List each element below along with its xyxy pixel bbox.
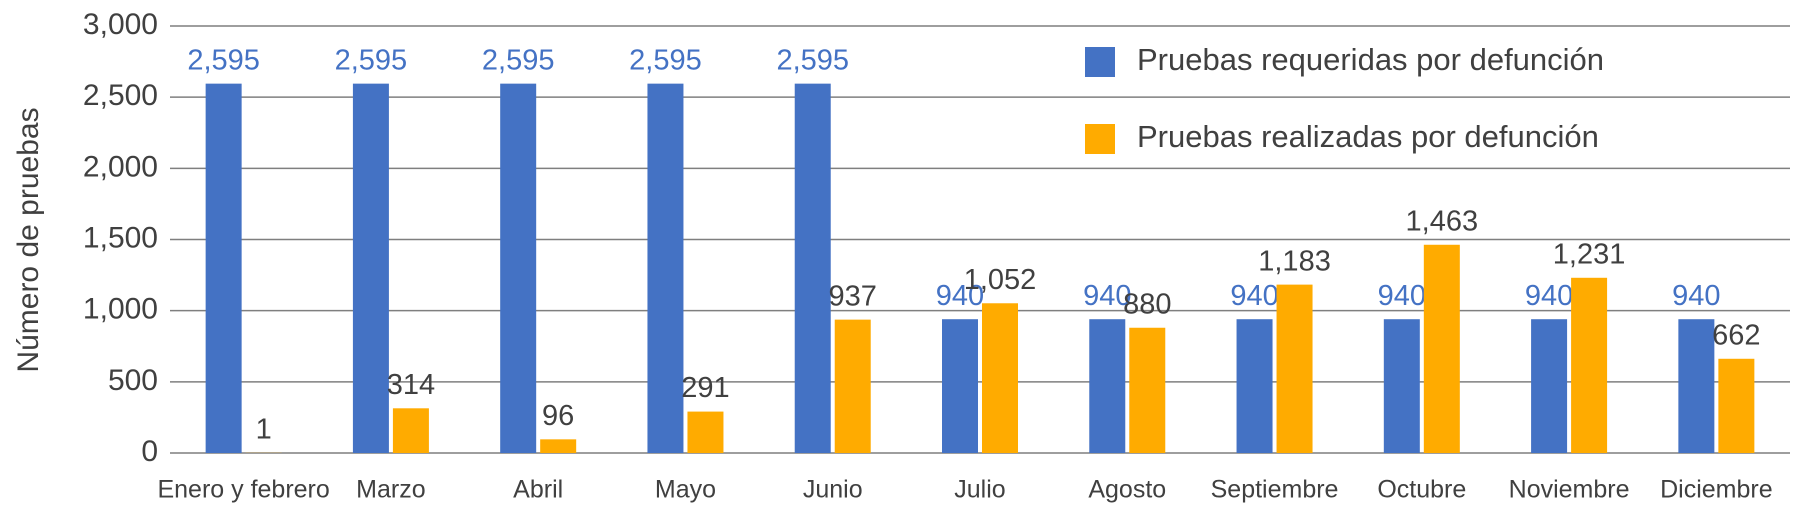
bar [1531,319,1568,453]
legend-label: Pruebas realizadas por defunción [1137,119,1599,154]
value-label: 2,595 [482,44,555,76]
bar [500,83,537,454]
x-tick-label: Octubre [1377,476,1466,504]
value-label: 2,595 [335,44,408,76]
value-label: 314 [387,369,435,401]
value-label: 1,463 [1406,205,1479,237]
value-label: 1,183 [1258,245,1331,277]
x-tick-label: Junio [803,476,863,504]
bar [1678,319,1715,453]
y-tick-label: 1,500 [83,221,158,254]
y-tick-label: 2,500 [83,79,158,112]
value-label: 2,595 [776,44,849,76]
y-tick-label: 0 [141,435,158,468]
value-label: 2,595 [629,44,702,76]
bar [1276,284,1313,453]
value-label: 940 [1083,280,1131,312]
value-label: 940 [1378,280,1426,312]
value-label: 662 [1712,319,1760,351]
value-label: 880 [1123,288,1171,320]
value-label: 940 [1525,280,1573,312]
x-tick-label: Marzo [356,476,425,504]
x-tick-label: Mayo [655,476,716,504]
y-tick-label: 1,000 [83,293,158,326]
bar [794,83,831,454]
bar [392,408,429,453]
value-label: 940 [936,280,984,312]
bar [1718,358,1755,453]
legend-label: Pruebas requeridas por defunción [1137,42,1604,77]
x-tick-label: Enero y febrero [157,476,329,504]
value-label: 1,231 [1553,238,1626,270]
bar [1129,327,1166,453]
x-tick-label: Agosto [1088,476,1166,504]
legend-swatch [1085,124,1115,154]
x-tick-label: Noviembre [1509,476,1630,504]
bar [205,83,242,454]
y-tick-label: 500 [108,364,158,397]
value-label: 937 [829,280,877,312]
bar [1236,319,1273,453]
x-tick-label: Septiembre [1211,476,1339,504]
value-label: 1 [256,414,272,446]
bar [540,439,577,453]
bar [1571,277,1608,453]
bar [647,83,684,454]
y-axis-title: Número de pruebas [12,107,45,372]
bar [1089,319,1126,453]
y-tick-label: 3,000 [83,8,158,41]
bar [982,303,1018,453]
bar [1423,244,1460,453]
bar [1383,319,1420,453]
bar [942,319,978,453]
bar [687,411,724,453]
value-label: 291 [681,372,729,404]
x-tick-label: Julio [954,476,1005,504]
bar [352,83,389,454]
value-label: 96 [542,400,574,432]
x-tick-label: Diciembre [1660,476,1773,504]
value-label: 940 [1672,280,1720,312]
x-tick-label: Abril [513,476,563,504]
value-label: 940 [1230,280,1278,312]
value-label: 2,595 [187,44,260,76]
legend-swatch [1085,47,1115,77]
bar [834,319,871,453]
value-label: 1,052 [964,264,1037,296]
y-tick-label: 2,000 [83,150,158,183]
